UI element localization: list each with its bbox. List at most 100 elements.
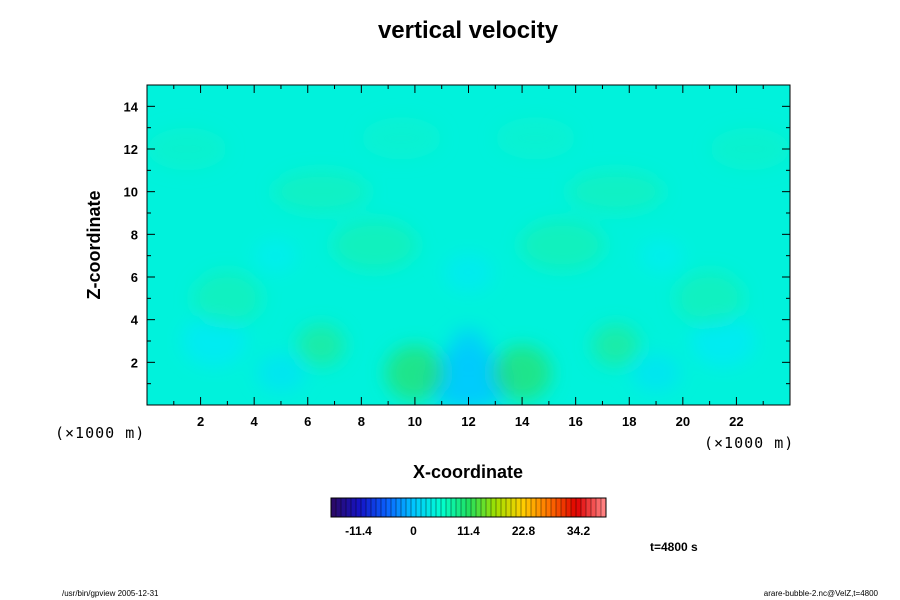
field-feature — [254, 238, 298, 273]
colorbar-cell — [545, 497, 552, 518]
colorbar-cell — [400, 497, 407, 518]
field-feature — [690, 315, 756, 367]
colorbar-cell — [420, 497, 427, 518]
colorbar-cell — [540, 497, 547, 518]
x-tick-label: 2 — [197, 414, 204, 429]
z-scale-label: (×1000 m) — [55, 424, 145, 442]
colorbar-cell — [430, 497, 437, 518]
colorbar-cell — [415, 497, 422, 518]
y-tick-label: 6 — [131, 270, 138, 285]
colorbar-cell — [440, 497, 447, 518]
y-tick-label: 10 — [124, 185, 138, 200]
footer-left: /usr/bin/gpview 2005-12-31 — [62, 589, 159, 598]
colorbar-cell — [595, 497, 602, 518]
field-feature — [709, 127, 790, 171]
colorbar-tick-label: 0 — [410, 524, 417, 538]
x-tick-label: 22 — [729, 414, 743, 429]
colorbar-cell — [575, 497, 582, 518]
field-feature — [492, 345, 552, 401]
x-tick-label: 4 — [251, 414, 259, 429]
colorbar-cell — [360, 497, 367, 518]
colorbar-cell — [590, 497, 597, 518]
colorbar-cell — [465, 497, 472, 518]
field-feature — [272, 170, 370, 214]
colorbar-cell — [565, 497, 572, 518]
colorbar-frame — [330, 497, 607, 518]
colorbar-cell — [580, 497, 587, 518]
colorbar-cell — [365, 497, 372, 518]
colorbar-cell — [345, 497, 352, 518]
y-axis-label: Z-coordinate — [84, 190, 104, 299]
x-tick-label: 20 — [676, 414, 690, 429]
y-axis-ticks: 2 4 6 8 10 12 14 — [124, 99, 790, 385]
field-feature — [361, 116, 442, 160]
colorbar-cell — [460, 497, 467, 518]
colorbar-tick-label: -11.4 — [345, 524, 372, 538]
colorbar-tick-label: 22.8 — [512, 524, 536, 538]
x-axis-ticks: 2 4 6 8 10 12 14 16 18 20 22 — [173, 85, 764, 429]
field-feature — [256, 353, 306, 393]
x-tick-label: 12 — [461, 414, 475, 429]
y-tick-label: 14 — [124, 99, 139, 114]
colorbar-cell — [380, 497, 387, 518]
colorbar-cell — [445, 497, 452, 518]
colorbar-cell — [570, 497, 577, 518]
x-tick-label: 10 — [408, 414, 422, 429]
field-feature — [181, 315, 247, 367]
field-feature — [639, 238, 683, 273]
colorbar-tick-label: 34.2 — [567, 524, 591, 538]
colorbar-cell — [355, 497, 362, 518]
field-feature — [631, 353, 681, 393]
field-feature — [591, 323, 640, 367]
colorbar-cell — [495, 497, 502, 518]
colorbar-cell — [510, 497, 517, 518]
field-feature — [674, 270, 745, 327]
y-tick-label: 2 — [131, 355, 138, 370]
field-blobs — [147, 116, 790, 405]
x-axis-label: X-coordinate — [413, 462, 523, 482]
field-feature — [147, 127, 228, 171]
colorbar-cell — [555, 497, 562, 518]
y-tick-label: 4 — [131, 313, 139, 328]
colorbar-cell — [560, 497, 567, 518]
x-tick-label: 14 — [515, 414, 530, 429]
colorbar-cell — [475, 497, 482, 518]
y-tick-label: 12 — [124, 142, 138, 157]
x-tick-label: 16 — [568, 414, 582, 429]
y-tick-label: 8 — [131, 227, 138, 242]
colorbar-cell — [405, 497, 412, 518]
field-feature — [567, 170, 665, 214]
colorbar-cell — [505, 497, 512, 518]
colorbar-cell — [585, 497, 592, 518]
field-feature — [385, 345, 445, 401]
colorbar — [330, 497, 607, 518]
field-feature — [297, 323, 346, 367]
field-feature — [495, 116, 576, 160]
time-label: t=4800 s — [650, 540, 698, 554]
colorbar-cell — [530, 497, 537, 518]
colorbar-cell — [515, 497, 522, 518]
colorbar-cell — [470, 497, 477, 518]
colorbar-cell — [335, 497, 342, 518]
colorbar-cell — [390, 497, 397, 518]
colorbar-cell — [425, 497, 432, 518]
colorbar-cell — [450, 497, 457, 518]
x-tick-label: 18 — [622, 414, 636, 429]
colorbar-cell — [520, 497, 527, 518]
colorbar-cell — [330, 497, 337, 518]
colorbar-cell — [480, 497, 487, 518]
field-feature — [331, 219, 418, 271]
colorbar-cell — [525, 497, 532, 518]
colorbar-cell — [485, 497, 492, 518]
field-feature — [519, 219, 606, 271]
colorbar-cell — [435, 497, 442, 518]
field-feature — [422, 349, 515, 405]
field-feature — [192, 270, 263, 327]
colorbar-cell — [340, 497, 347, 518]
colorbar-cell — [375, 497, 382, 518]
colorbar-labels: -11.4 0 11.4 22.8 34.2 — [345, 524, 590, 538]
colorbar-cell — [370, 497, 377, 518]
colorbar-cell — [535, 497, 542, 518]
colorbar-cell — [385, 497, 392, 518]
